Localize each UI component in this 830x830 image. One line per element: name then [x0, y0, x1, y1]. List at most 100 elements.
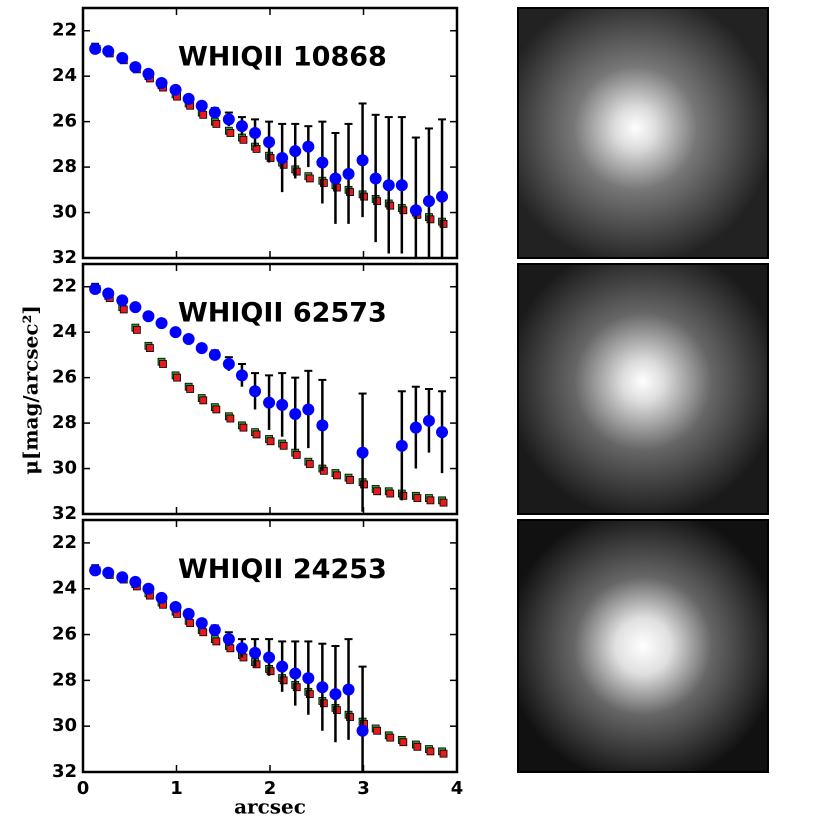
point [132, 326, 141, 334]
point [239, 135, 248, 144]
point [129, 61, 142, 74]
point [316, 156, 329, 169]
point [226, 414, 235, 423]
y-tick-label: 28 [52, 412, 77, 433]
point [436, 426, 449, 439]
point [386, 489, 395, 498]
point [373, 487, 382, 496]
y-tick-label: 28 [52, 669, 77, 690]
galaxy-image [517, 263, 769, 515]
point [422, 414, 435, 427]
y-tick-label: 30 [52, 458, 77, 479]
point [263, 136, 276, 149]
point [409, 421, 422, 434]
point [373, 726, 382, 735]
x-tick-label: 4 [451, 778, 464, 799]
plot-frame [81, 6, 459, 260]
point [319, 179, 328, 187]
point [235, 369, 248, 382]
point [346, 476, 354, 484]
x-axis-label: arcsec [234, 795, 306, 819]
y-tick-label: 24 [52, 321, 77, 342]
point [212, 637, 221, 646]
point [222, 358, 235, 370]
point [319, 466, 328, 475]
point [266, 154, 275, 162]
point [289, 145, 302, 158]
point [208, 623, 221, 636]
point [195, 342, 208, 355]
point [369, 172, 382, 185]
plot-frame [81, 262, 459, 516]
point [182, 607, 195, 620]
point [279, 441, 288, 450]
point [409, 204, 422, 217]
point [263, 651, 276, 664]
point [422, 195, 435, 208]
point [305, 174, 314, 183]
point [316, 419, 329, 432]
point [395, 439, 408, 452]
point [169, 601, 182, 614]
panel-title: WHIQII 24253 [178, 554, 387, 585]
point [276, 152, 289, 164]
point [289, 667, 302, 680]
point [102, 45, 115, 58]
y-axis-label: μ[mag/arcsec²] [19, 305, 43, 475]
point [186, 385, 195, 393]
point [292, 683, 301, 692]
point [199, 628, 208, 637]
point [373, 197, 382, 206]
point [142, 582, 155, 595]
y-tick-label: 22 [52, 276, 77, 297]
point [399, 738, 408, 747]
galaxy-image [517, 519, 769, 773]
point [195, 99, 208, 112]
point [346, 713, 354, 721]
x-tick-label: 3 [357, 778, 370, 799]
point [386, 201, 395, 210]
point [89, 42, 102, 55]
y-tick-label: 26 [52, 624, 77, 645]
point [439, 749, 448, 758]
point [276, 660, 289, 673]
point [222, 113, 235, 126]
point [252, 430, 261, 439]
point [235, 642, 248, 655]
y-tick-label: 24 [52, 65, 77, 86]
point [142, 67, 155, 80]
point [360, 192, 368, 201]
plot-area [89, 42, 449, 258]
point [169, 83, 182, 96]
point [226, 129, 235, 137]
point [159, 360, 167, 368]
y-tick-label: 24 [52, 578, 77, 599]
point [399, 206, 408, 215]
x-tick-label: 2 [264, 778, 277, 799]
point [289, 408, 302, 420]
x-tick-label: 1 [170, 778, 183, 799]
point [249, 127, 262, 139]
point [252, 660, 261, 669]
panel-title: WHIQII 10868 [178, 42, 387, 73]
point [129, 301, 142, 314]
point [360, 480, 368, 489]
point [212, 120, 221, 128]
point [186, 619, 195, 627]
point [276, 398, 289, 411]
point [89, 564, 102, 577]
point [173, 373, 181, 382]
point [333, 471, 341, 480]
point [302, 140, 315, 153]
y-tick-label: 30 [52, 202, 77, 223]
point [116, 52, 129, 64]
point [102, 566, 115, 579]
point [319, 699, 328, 708]
y-tick-label: 26 [52, 367, 77, 388]
point [182, 333, 195, 345]
plot-frame [81, 518, 459, 774]
point [116, 294, 129, 307]
point [235, 120, 248, 133]
point [116, 571, 129, 584]
